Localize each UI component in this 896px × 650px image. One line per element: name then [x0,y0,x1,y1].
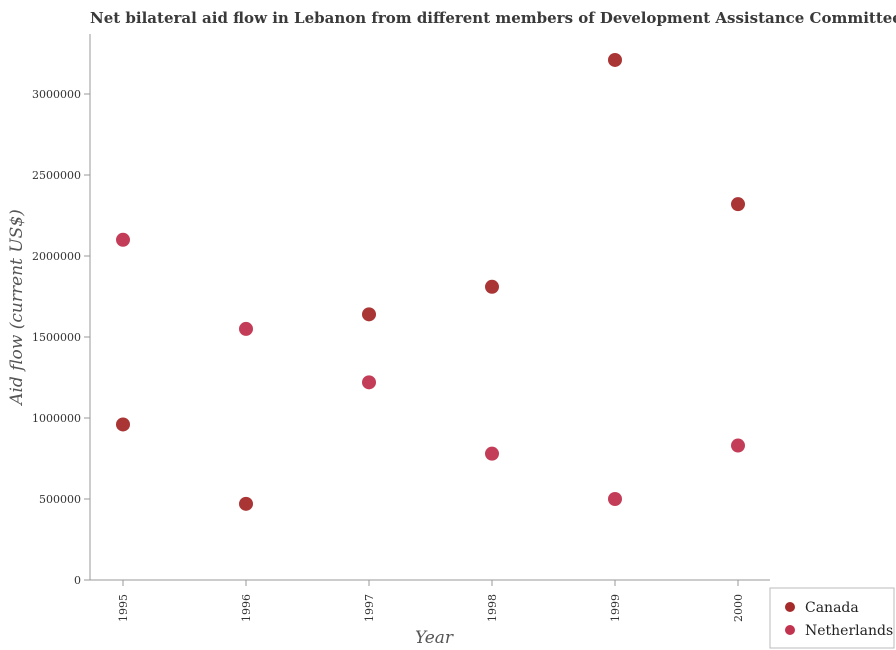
canada-point-1996 [239,496,253,511]
y-tick-label: 2000000 [32,250,81,263]
canada-point-1997 [362,307,376,322]
netherlands-point-1996 [239,321,253,336]
y-tick-label: 1500000 [32,331,81,344]
legend-box [769,587,895,649]
netherlands-point-2000 [731,438,745,453]
canada-point-2000 [731,197,745,212]
y-axis-label: Aid flow (current US$) [7,209,27,407]
legend-marker-netherlands [785,625,795,635]
data-points [116,52,745,511]
x-tick-label: 1999 [609,594,622,622]
canada-point-1995 [116,417,130,432]
x-tick-label: 2000 [732,594,745,622]
x-tick-label: 1995 [117,594,130,622]
netherlands-point-1998 [485,446,499,461]
y-tick-label: 3000000 [32,88,81,101]
legend-label: Canada [805,600,859,616]
netherlands-point-1997 [362,375,376,390]
legend-label: Netherlands [805,623,893,639]
x-ticks: 1995 1996 1997 1998 1999 2000 [117,580,745,622]
canada-point-1999 [608,52,622,67]
x-tick-label: 1996 [240,594,253,622]
x-tick-label: 1998 [486,594,499,622]
chart-title: Net bilateral aid flow in Lebanon from d… [90,9,896,27]
y-ticks: 0 500000 1000000 1500000 2000000 2500000 30000… [32,88,90,587]
x-axis-label: Year [415,628,454,648]
y-tick-label: 0 [74,574,81,587]
legend-marker-canada [785,602,795,612]
x-tick-label: 1997 [363,594,376,622]
netherlands-point-1995 [116,232,130,247]
canada-point-1998 [485,279,499,294]
legend: Canada Netherlands [769,587,895,649]
y-tick-label: 2500000 [32,169,81,182]
y-tick-label: 1000000 [32,412,81,425]
netherlands-point-1999 [608,492,622,506]
y-tick-label: 500000 [39,493,81,506]
